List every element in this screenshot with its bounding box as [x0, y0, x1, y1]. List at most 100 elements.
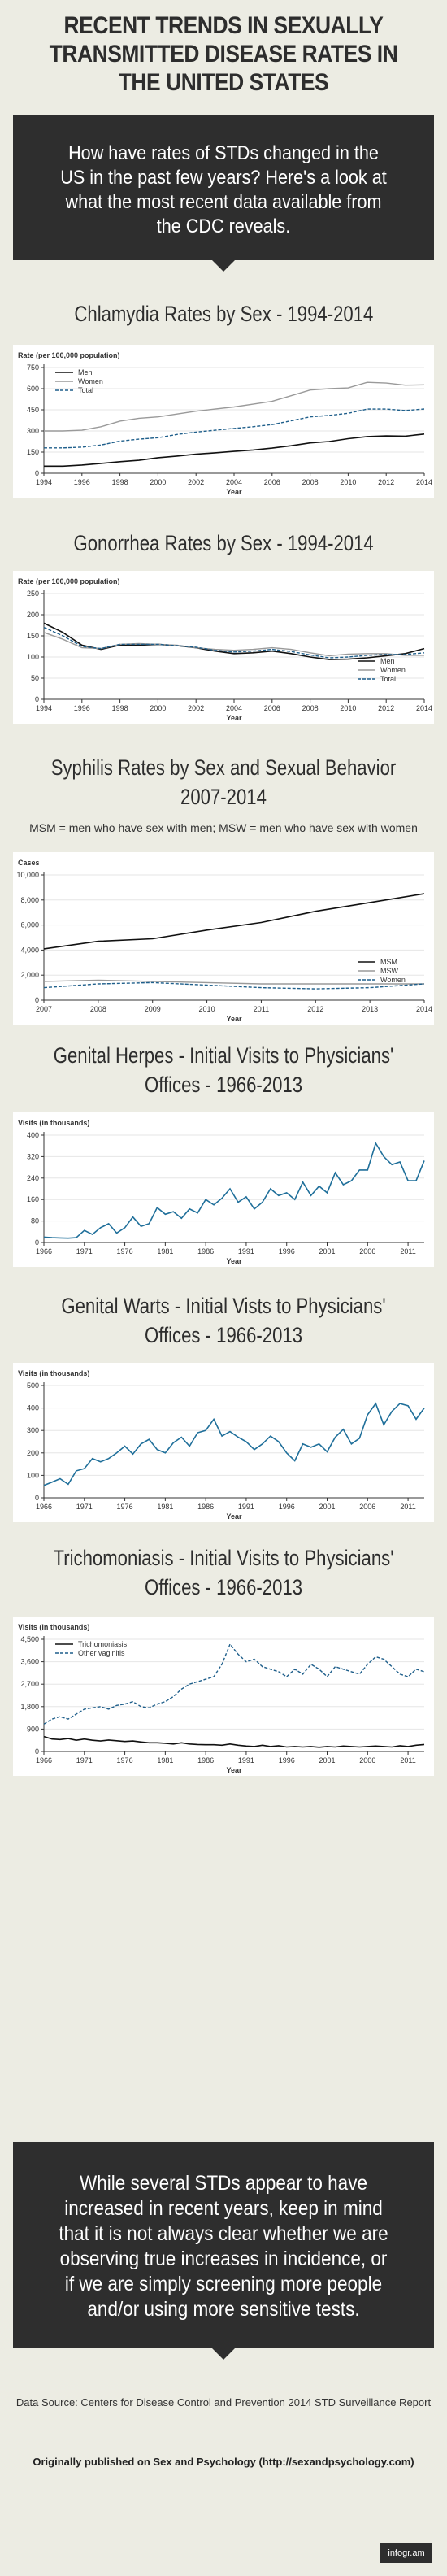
chlamydia-chart: Rate (per 100,000 population) 0 150 300 450 6… [13, 345, 434, 498]
y-tick-label: 50 [31, 674, 39, 682]
x-tick-label: 1998 [112, 478, 128, 486]
y-tick-label: 600 [27, 385, 39, 393]
y-axis-label: Visits (in thousands) [18, 1369, 89, 1377]
x-tick-label: 2010 [199, 1005, 215, 1013]
x-tick-label: 1991 [238, 1503, 254, 1511]
series-line-total [44, 408, 425, 449]
y-tick-label: 0 [35, 695, 39, 703]
y-tick-label: 6,000 [20, 921, 39, 929]
x-tick-label: 2011 [400, 1503, 415, 1511]
warts-title: Genital Warts - Initial Vists to Physici… [61, 1294, 386, 1347]
y-tick-label: 8,000 [20, 896, 39, 904]
infogram-badge[interactable]: infogr.am [380, 2543, 432, 2563]
intro-callout: How have rates of STDs changed in the US… [13, 115, 434, 272]
x-tick-label: 2012 [378, 478, 394, 486]
x-tick-label: 1998 [112, 704, 128, 712]
x-tick-label: 1981 [157, 1247, 173, 1255]
x-tick-label: 2008 [90, 1005, 106, 1013]
outro-text: While several STDs appear to have increa… [59, 2172, 388, 2321]
x-tick-label: 1981 [157, 1756, 173, 1764]
x-axis-label: Year [226, 1512, 242, 1521]
legend-entry: Women [380, 666, 406, 674]
syphilis-title: Syphilis Rates by Sex and Sexual Behavio… [50, 755, 397, 809]
y-axis-label: Visits (in thousands) [18, 1119, 89, 1127]
x-tick-label: 2002 [188, 478, 204, 486]
x-tick-label: 2004 [226, 478, 242, 486]
warts-chart-svg: Visits (in thousands) 0 100 200 300 400 500 196… [18, 1369, 425, 1521]
published-link[interactable]: Originally published on Sex and Psycholo… [33, 2456, 414, 2468]
x-tick-label: 2006 [264, 478, 280, 486]
y-tick-label: 80 [31, 1217, 39, 1225]
gonorrhea-chart-svg: Rate (per 100,000 population) 0 50 100 150 20… [18, 577, 432, 722]
y-tick-label: 400 [27, 1404, 39, 1412]
y-tick-label: 2,000 [20, 971, 39, 979]
x-tick-label: 1976 [117, 1247, 133, 1255]
x-tick-label: 2002 [188, 704, 204, 712]
x-tick-label: 2000 [150, 704, 166, 712]
x-tick-label: 2000 [150, 478, 166, 486]
trich-title: Trichomoniasis - Initial Visits to Physi… [53, 1546, 394, 1599]
series-line-men [43, 622, 425, 660]
chlamydia-chart-svg: Rate (per 100,000 population) 0 150 300 450 6… [18, 351, 432, 496]
x-tick-label: 1996 [279, 1756, 295, 1764]
x-tick-label: 2012 [378, 704, 394, 712]
series-line-msm [43, 893, 425, 950]
series-line-women [43, 981, 425, 990]
series-line-0 [43, 1141, 425, 1239]
x-tick-label: 1991 [238, 1756, 254, 1764]
x-tick-label: 2010 [340, 704, 356, 712]
x-tick-label: 2009 [145, 1005, 161, 1013]
x-axis-label: Year [226, 488, 242, 496]
legend-entry: Women [78, 377, 103, 385]
syphilis-chart-svg: Cases 0 2,000 4,000 6,000 8,000 10,000 2007 2008… [16, 859, 432, 1023]
x-tick-label: 1981 [157, 1503, 173, 1511]
x-tick-label: 2008 [302, 704, 319, 712]
y-tick-label: 0 [35, 996, 39, 1004]
legend-entry: MSM [380, 958, 397, 966]
x-tick-label: 1966 [36, 1503, 52, 1511]
x-tick-label: 1994 [36, 704, 52, 712]
y-tick-label: 3,600 [20, 1658, 39, 1666]
page-title: RECENT TRENDS IN SEXUALLY TRANSMITTED DI… [49, 12, 398, 96]
y-tick-label: 400 [27, 1131, 39, 1139]
y-tick-label: 240 [27, 1174, 39, 1182]
y-tick-label: 0 [35, 469, 39, 477]
x-tick-label: 2001 [319, 1503, 335, 1511]
y-tick-label: 250 [27, 590, 39, 598]
trich-chart: Visits (in thousands) 0 900 1,800 2,700 3,600… [13, 1617, 434, 1776]
x-tick-label: 2006 [359, 1503, 375, 1511]
series-line-trichomoniasis [43, 1735, 425, 1748]
x-tick-label: 1966 [36, 1756, 52, 1764]
x-tick-label: 2014 [416, 478, 432, 486]
x-tick-label: 1996 [279, 1503, 295, 1511]
x-axis-label: Year [226, 1766, 242, 1774]
x-tick-label: 2006 [359, 1247, 375, 1255]
x-tick-label: 1994 [36, 478, 52, 486]
y-tick-label: 320 [27, 1152, 39, 1160]
x-tick-label: 1986 [197, 1247, 214, 1255]
series-line-men [44, 433, 425, 468]
x-axis-label: Year [226, 1257, 242, 1265]
y-tick-label: 1,800 [20, 1703, 39, 1711]
x-tick-label: 1971 [76, 1503, 93, 1511]
y-tick-label: 900 [27, 1725, 39, 1733]
legend-entry: Men [78, 368, 93, 376]
x-tick-label: 1976 [117, 1756, 133, 1764]
x-tick-label: 1996 [74, 704, 90, 712]
herpes-title: Genital Herpes - Initial Visits to Physi… [53, 1043, 394, 1097]
y-tick-label: 0 [35, 1494, 39, 1502]
x-tick-label: 1976 [117, 1503, 133, 1511]
legend-entry: MSW [380, 967, 399, 975]
x-tick-label: 2011 [400, 1756, 415, 1764]
x-tick-label: 1966 [36, 1247, 52, 1255]
y-tick-label: 300 [27, 1426, 39, 1434]
y-tick-label: 300 [27, 427, 39, 435]
gonorrhea-title: Gonorrhea Rates by Sex - 1994-2014 [73, 531, 374, 555]
y-tick-label: 450 [27, 406, 39, 414]
x-tick-label: 1986 [197, 1756, 214, 1764]
syphilis-chart: Cases 0 2,000 4,000 6,000 8,000 10,000 2007 2008… [13, 852, 434, 1025]
outro-callout: While several STDs appear to have increa… [13, 2142, 434, 2360]
x-axis-label: Year [226, 1015, 242, 1023]
y-tick-label: 100 [27, 1471, 39, 1479]
x-tick-label: 1996 [74, 478, 90, 486]
